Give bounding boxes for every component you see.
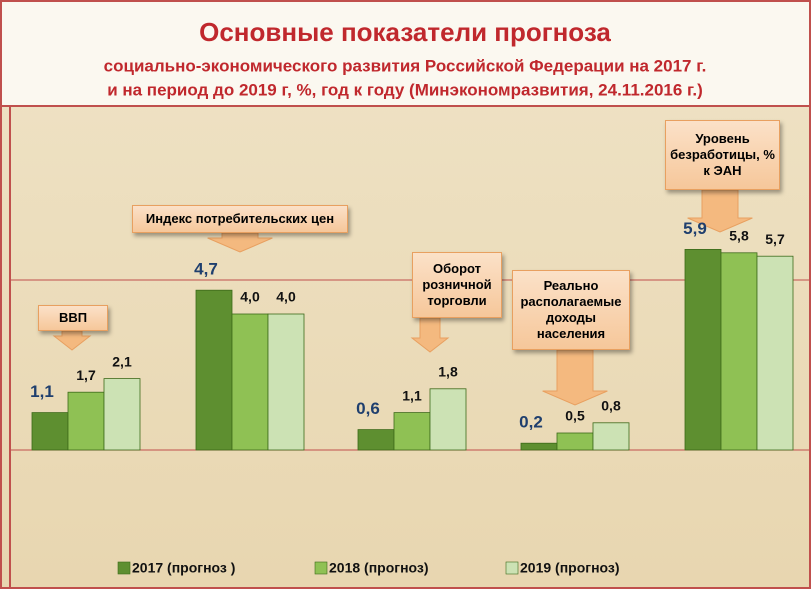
callout-arrow xyxy=(52,330,92,351)
bar xyxy=(195,289,233,451)
chart-subtitle: и на период до 2019 г, %, год к году (Ми… xyxy=(107,80,703,99)
value-label: 5,9 xyxy=(683,219,707,238)
value-label: 1,1 xyxy=(30,382,54,401)
bar xyxy=(592,422,630,451)
bar xyxy=(231,313,269,451)
value-label: 4,0 xyxy=(240,289,260,305)
value-label: 1,1 xyxy=(402,387,422,403)
category-label: Реально располагаемые доходы населения xyxy=(512,270,630,350)
value-label: 2,1 xyxy=(112,353,132,369)
legend-label: 2017 (прогноз ) xyxy=(132,560,235,576)
legend-label: 2019 (прогноз) xyxy=(520,560,620,576)
bar xyxy=(357,429,395,451)
category-label: Уровень безработицы, % к ЭАН xyxy=(665,120,780,190)
callout-arrow xyxy=(410,317,450,353)
value-label: 4,7 xyxy=(194,260,218,279)
chart-subtitle: социально-экономического развития Россий… xyxy=(104,56,707,75)
bar xyxy=(103,378,141,451)
callout-arrow xyxy=(687,189,753,233)
bar xyxy=(556,432,594,451)
callout-arrow xyxy=(542,349,608,406)
legend-swatch xyxy=(314,561,328,575)
value-label: 5,8 xyxy=(729,228,749,244)
value-label: 5,7 xyxy=(765,231,785,247)
value-label: 0,8 xyxy=(601,398,621,414)
value-label: 0,6 xyxy=(356,399,380,418)
callout-arrow xyxy=(207,232,273,253)
bar xyxy=(31,412,69,451)
bar xyxy=(756,255,794,451)
legend-swatch xyxy=(117,561,131,575)
value-label: 1,8 xyxy=(438,364,458,380)
value-label: 4,0 xyxy=(276,289,296,305)
legend-label: 2018 (прогноз) xyxy=(329,560,429,576)
bar xyxy=(267,313,305,451)
value-label: 0,5 xyxy=(565,408,585,424)
legend-swatch xyxy=(505,561,519,575)
bar xyxy=(429,388,467,451)
category-label: ВВП xyxy=(38,305,108,331)
category-label: Индекс потребительских цен xyxy=(132,205,348,233)
bar xyxy=(720,252,758,451)
value-label: 1,7 xyxy=(76,367,96,383)
bar xyxy=(520,442,558,451)
bar xyxy=(684,248,722,451)
bar xyxy=(393,412,431,451)
chart-title: Основные показатели прогноза xyxy=(199,17,611,47)
bar xyxy=(67,391,105,451)
header-bg xyxy=(0,0,811,106)
value-label: 0,2 xyxy=(519,413,543,432)
category-label: Оборот розничной торговли xyxy=(412,252,502,318)
